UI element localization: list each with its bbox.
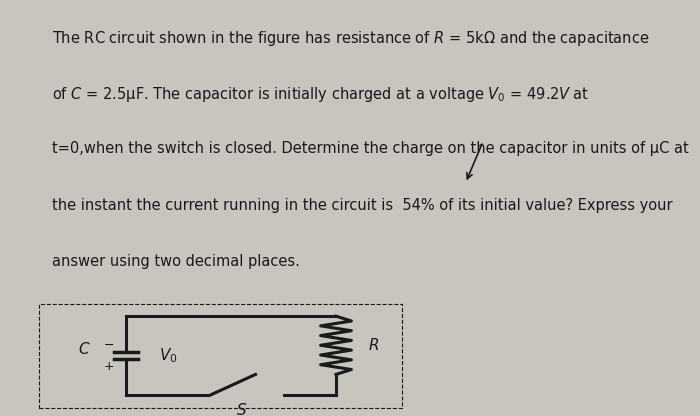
Text: $\it{C}$: $\it{C}$ <box>78 342 90 357</box>
Text: $\it{V}_0$: $\it{V}_0$ <box>159 347 177 365</box>
Text: $\it{R}$: $\it{R}$ <box>368 337 379 353</box>
Text: t=0,when the switch is closed. Determine the charge on the capacitor in units of: t=0,when the switch is closed. Determine… <box>52 141 690 156</box>
Text: answer using two decimal places.: answer using two decimal places. <box>52 254 300 269</box>
Text: $\it{S}$: $\it{S}$ <box>236 402 247 416</box>
Text: The RC circuit shown in the figure has resistance of $\it{R}$ = 5kΩ and the capa: The RC circuit shown in the figure has r… <box>52 29 650 48</box>
Text: $+$: $+$ <box>103 360 114 374</box>
Text: the instant the current running in the circuit is  54% of its initial value? Exp: the instant the current running in the c… <box>52 198 673 213</box>
Text: of $\it{C}$ = 2.5μF. The capacitor is initially charged at a voltage $\it{V}_0$ : of $\it{C}$ = 2.5μF. The capacitor is in… <box>52 85 590 104</box>
Text: $-$: $-$ <box>103 338 114 351</box>
